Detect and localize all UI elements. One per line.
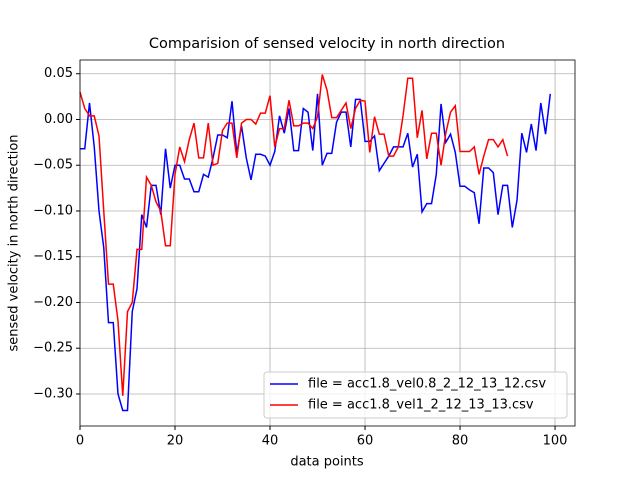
y-tick-label: 0.00 (44, 112, 73, 127)
chart-title: Comparision of sensed velocity in north … (149, 36, 505, 52)
legend-label: file = acc1.8_vel0.8_2_12_13_12.csv (308, 377, 546, 392)
x-tick-label: 80 (452, 434, 469, 449)
data-line (79, 74, 509, 396)
x-axis-label: data points (290, 455, 364, 470)
x-tick-label: 20 (167, 434, 184, 449)
x-tick-label: 40 (262, 434, 279, 449)
y-tick-label: −0.15 (33, 249, 73, 264)
y-tick-label: −0.30 (33, 386, 73, 401)
y-tick-label: −0.10 (33, 203, 73, 218)
legend-box (263, 371, 568, 419)
legend-label: file = acc1.8_vel1_2_12_13_13.csv (308, 398, 534, 413)
y-tick-label: −0.05 (33, 158, 73, 173)
plot-frame (79, 59, 576, 427)
y-tick-label: −0.20 (33, 295, 73, 310)
y-tick-label: −0.25 (33, 341, 73, 356)
y-tick-label: 0.05 (44, 66, 73, 81)
y-axis-label: sensed velocity in north direction (7, 134, 22, 351)
x-tick-label: 100 (543, 434, 568, 449)
x-tick-label: 60 (357, 434, 374, 449)
x-tick-label: 0 (76, 434, 84, 449)
